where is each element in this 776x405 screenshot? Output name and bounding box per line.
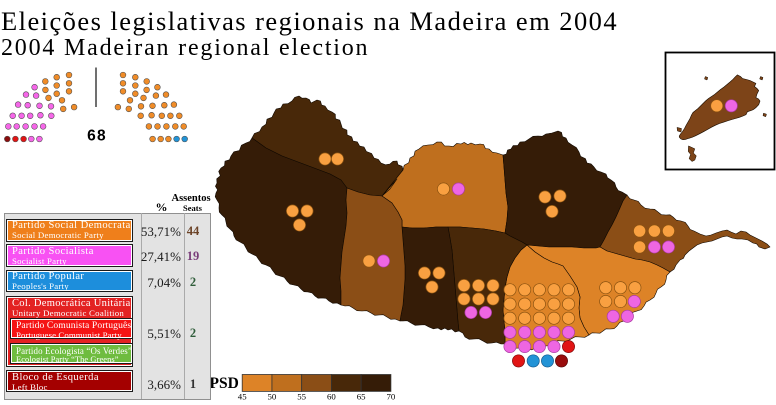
svg-text:45: 45 [238,392,247,402]
svg-text:65: 65 [357,392,366,402]
svg-text:60: 60 [327,392,336,402]
svg-text:50: 50 [268,392,277,402]
svg-text:55: 55 [297,392,306,402]
svg-text:68: 68 [87,128,107,145]
svg-text:PSD: PSD [210,375,239,392]
svg-text:70: 70 [387,392,396,402]
